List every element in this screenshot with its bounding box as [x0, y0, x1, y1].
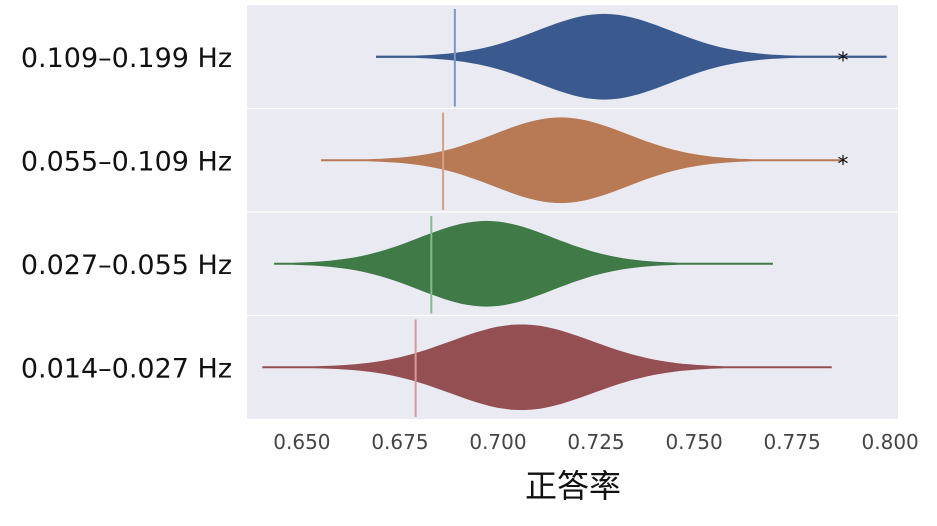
- violin-0: [375, 13, 887, 100]
- y-tick-labels: 0.109–0.199 Hz 0.055–0.109 Hz 0.027–0.055 …: [21, 43, 232, 385]
- gridlines: [247, 107, 898, 317]
- x-tick-label: 0.775: [763, 430, 820, 454]
- x-tick-label: 0.725: [567, 430, 624, 454]
- significance-star-0: *: [838, 49, 849, 74]
- category-label-0: 0.109–0.199 Hz: [21, 43, 232, 74]
- significance-markers: **: [838, 49, 849, 178]
- category-label-1: 0.055–0.109 Hz: [21, 146, 232, 177]
- significance-star-1: *: [838, 152, 849, 177]
- category-label-2: 0.027–0.055 Hz: [21, 250, 232, 281]
- violin-3: [262, 324, 832, 411]
- x-tick-label: 0.650: [273, 430, 330, 454]
- x-tick-label: 0.800: [862, 430, 919, 454]
- x-tick-label: 0.750: [665, 430, 722, 454]
- violin-1: [321, 117, 844, 204]
- category-label-3: 0.014–0.027 Hz: [21, 353, 232, 384]
- violins: [262, 13, 887, 411]
- threshold-lines: [414, 9, 456, 417]
- x-tick-label: 0.675: [371, 430, 428, 454]
- x-tick-labels: 0.650 0.675 0.700 0.725 0.750 0.775 0.800: [273, 430, 919, 454]
- x-tick-label: 0.700: [469, 430, 526, 454]
- violin-2: [274, 220, 773, 307]
- x-axis-label: 正答率: [525, 467, 621, 505]
